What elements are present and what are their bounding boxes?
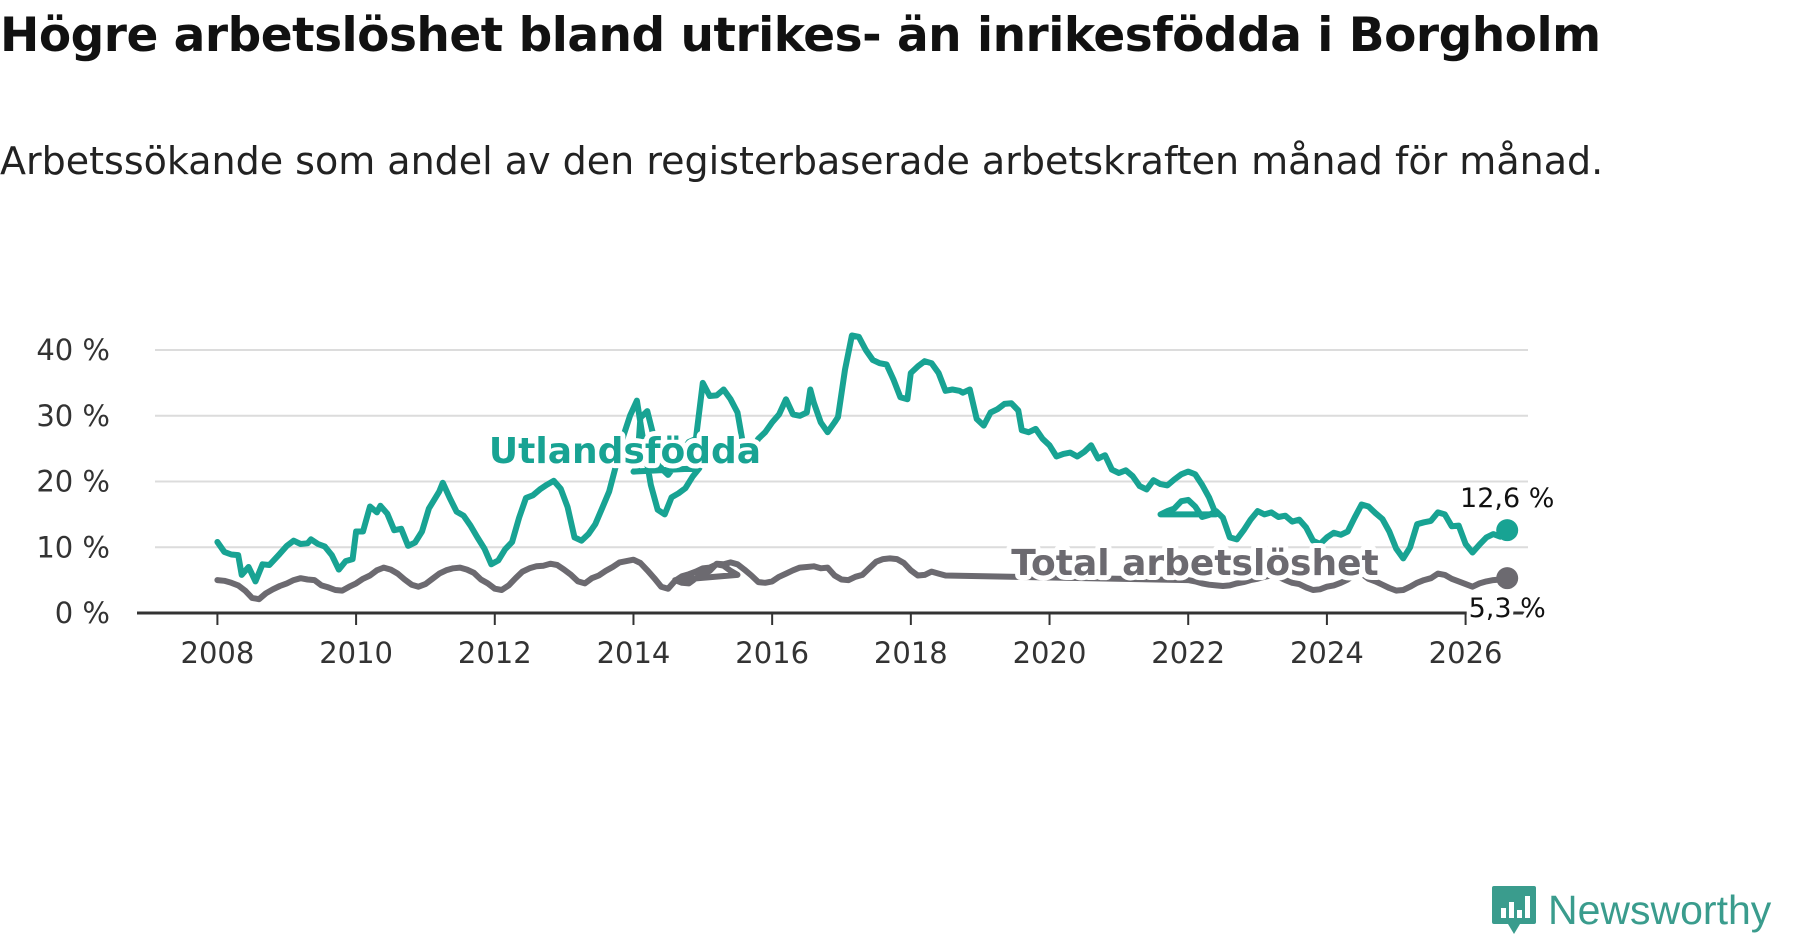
x-tick-label: 2010 — [319, 636, 393, 670]
chart-title: Högre arbetslöshet bland utrikes- än inr… — [0, 8, 1601, 63]
series-line-utlandsfodda — [214, 332, 1511, 585]
x-tick-label: 2026 — [1429, 636, 1503, 670]
x-tick-label: 2024 — [1290, 636, 1364, 670]
end-point-utlandsfodda — [1496, 519, 1519, 542]
end-label-utlandsfodda: 12,6 % — [1460, 483, 1554, 514]
end-point-total-arbetsloshet — [1496, 567, 1519, 590]
x-tick-label: 2012 — [458, 636, 532, 670]
end-label-total: 5,3 % — [1469, 593, 1546, 624]
series-label-total: Total arbetslöshet — [1011, 543, 1379, 584]
x-tick-label: 2020 — [1013, 636, 1087, 670]
newsworthy-logo-icon — [1492, 886, 1536, 934]
x-tick-label: 2008 — [181, 636, 255, 670]
x-tick-label: 2018 — [874, 636, 948, 670]
series-line-total-arbetsloshet — [214, 555, 1511, 603]
chart-subtitle: Arbetssökande som andel av den registerb… — [0, 139, 1604, 183]
y-tick-label: 0 % — [55, 596, 110, 630]
x-tick-label: 2014 — [597, 636, 671, 670]
newsworthy-logo-text: Newsworthy — [1548, 886, 1772, 933]
y-tick-label: 20 % — [36, 465, 110, 499]
line-chart: 0 % 10 % 20 % 30 % 40 % 2008 2010 2012 2014 2016 2… — [36, 332, 1554, 670]
y-tick-label: 10 % — [36, 530, 110, 564]
y-tick-label: 30 % — [36, 399, 110, 433]
series-label-utlandsfodda: Utlandsfödda — [489, 431, 761, 472]
x-tick-label: 2016 — [735, 636, 809, 670]
newsworthy-logo: Newsworthy — [1490, 884, 1771, 936]
y-tick-label: 40 % — [36, 333, 110, 367]
x-tick-label: 2022 — [1151, 636, 1225, 670]
